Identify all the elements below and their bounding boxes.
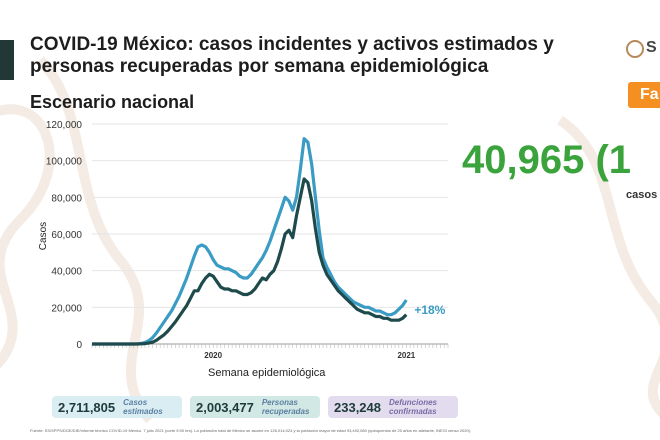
y-tick-label: 0: [76, 340, 82, 351]
stat-recovered: 2,003,477 Personas recuperadas: [190, 396, 320, 418]
stat-deaths: 233,248 Defunciones confirmadas: [328, 396, 458, 418]
government-logo: S: [622, 38, 660, 64]
y-tick-label: 80,000: [51, 193, 82, 204]
source-footnote: Fuente: SS/SPPS/DGE/DIE/Informe técnico …: [30, 428, 472, 433]
y-tick-label: 60,000: [51, 230, 82, 241]
y-tick-label: 100,000: [46, 157, 83, 168]
x-axis-label: Semana epidemiológica: [208, 367, 326, 379]
page-subtitle: Escenario nacional: [30, 92, 195, 112]
accent-bar: [0, 40, 14, 80]
seal-icon: [626, 40, 644, 58]
stat-estimated-cases: 2,711,805 Casos estimados: [52, 396, 182, 418]
change-annotation: +18%: [414, 303, 445, 317]
y-tick-labels: 0 20,000 40,000 60,000 80,000 100,000 120,000: [46, 120, 83, 351]
series-line-2: [92, 177, 408, 346]
phase-tag: Fa: [628, 82, 660, 108]
stat-label: Defunciones confirmadas: [389, 398, 438, 416]
stat-value: 233,248: [334, 399, 381, 415]
page-title: COVID-19 México: casos incidentes y acti…: [30, 34, 554, 77]
chart-labels: +18%: [414, 303, 445, 317]
x-tick-label: 2021: [397, 351, 415, 360]
series-line-1: [92, 137, 408, 346]
highlight-caption: casos a: [626, 189, 660, 201]
x-axis: 2020 2021 Semana epidemiológica Casos: [38, 222, 449, 379]
y-tick-label: 40,000: [51, 267, 82, 278]
stat-value: 2,003,477: [196, 399, 254, 415]
stat-label: Casos estimados: [123, 398, 163, 416]
cases-line-chart: 020,00040,00060,00080,000100,000120,000 …: [38, 120, 449, 379]
stat-label: Personas recuperadas: [261, 398, 310, 416]
y-tick-label: 20,000: [51, 303, 82, 314]
highlight-value: 40,965 (1: [462, 138, 632, 182]
logo-text: S: [646, 39, 657, 56]
y-tick-label: 120,000: [46, 120, 83, 131]
x-tick-label: 2020: [204, 351, 222, 360]
stat-value: 2,711,805: [58, 399, 116, 415]
chart-lines: [92, 137, 408, 346]
y-axis-label: Casos: [38, 222, 49, 250]
